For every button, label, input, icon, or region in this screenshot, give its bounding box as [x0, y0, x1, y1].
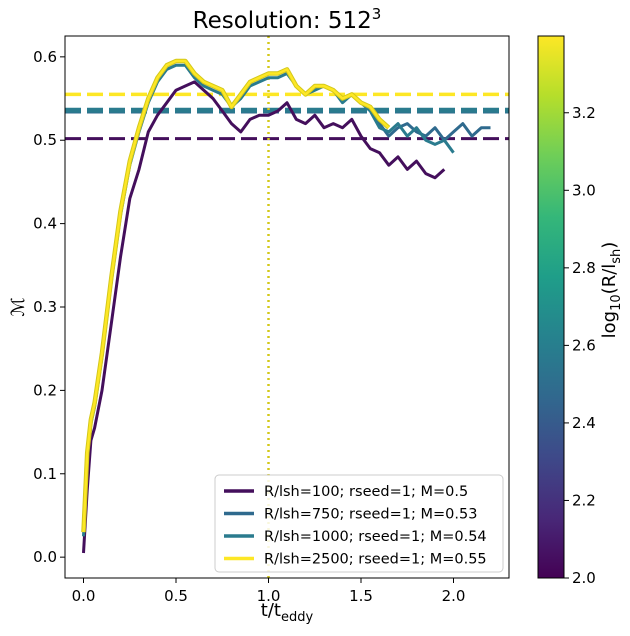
- x-tick-label: 0.5: [164, 587, 188, 605]
- x-axis-label: t/teddy: [261, 600, 314, 625]
- legend: R/lsh=100; rseed=1; M=0.5 R/lsh=750; rsee…: [214, 474, 504, 573]
- x-axis-label-subscript: eddy: [281, 610, 314, 625]
- x-tick-label: 1.5: [349, 587, 373, 605]
- chart-title-superscript: 3: [372, 5, 382, 23]
- colorbar-tick-label: 2.0: [572, 569, 596, 587]
- colorbar-label-main: log: [599, 311, 620, 338]
- series-line: [82, 59, 390, 533]
- colorbar-ticks-group: 2.0 2.2 2.4 2.6 2.8 3.0 3.2: [564, 104, 596, 587]
- colorbar-tick-label: 2.6: [572, 336, 596, 354]
- x-ticks-group: 0.0 0.5 1.0 1.5 2.0: [72, 578, 466, 605]
- legend-box: [214, 474, 504, 573]
- y-tick-label: 0.4: [33, 215, 57, 233]
- colorbar-label-subscript: 10: [609, 294, 624, 311]
- chart-title-main: Resolution: 512: [193, 8, 372, 34]
- y-tick-label: 0.6: [33, 48, 57, 66]
- colorbar-label-suffix-subscript: sh: [609, 249, 624, 264]
- x-tick-label: 1.0: [257, 587, 281, 605]
- y-tick-label: 0.3: [33, 298, 57, 316]
- x-tick-label: 2.0: [442, 587, 466, 605]
- legend-label: R/lsh=2500; rseed=1; M=0.55: [264, 552, 487, 568]
- colorbar: [537, 35, 565, 579]
- legend-label: R/lsh=750; rseed=1; M=0.53: [264, 507, 477, 523]
- chart-title: Resolution: 5123: [193, 5, 382, 34]
- colorbar-tick-label: 3.0: [572, 181, 596, 199]
- colorbar-label-close: ): [599, 242, 620, 249]
- y-ticks-group: 0.0 0.1 0.2 0.3 0.4 0.5 0.6: [33, 48, 65, 566]
- colorbar-label-suffix: (R/l: [599, 264, 620, 295]
- x-axis-label-main: t/t: [261, 600, 281, 621]
- colorbar-tick-label: 2.4: [572, 414, 596, 432]
- series-group: [81, 58, 491, 554]
- series-line: [82, 80, 446, 554]
- colorbar-tick-label: 2.8: [572, 259, 596, 277]
- y-tick-label: 0.1: [33, 465, 57, 483]
- colorbar-tick-label: 2.2: [572, 491, 596, 509]
- x-tick-label: 0.0: [72, 587, 96, 605]
- series-line: [369, 110, 491, 142]
- y-tick-label: 0.0: [33, 548, 57, 566]
- legend-label: R/lsh=100; rseed=1; M=0.5: [264, 484, 468, 500]
- colorbar-label: log10(R/lsh): [599, 242, 624, 339]
- legend-label: R/lsh=1000; rseed=1; M=0.54: [264, 529, 487, 545]
- y-axis-label: ℳ: [8, 297, 29, 316]
- colorbar-tick-label: 3.2: [572, 104, 596, 122]
- mean-lines-group: [65, 92, 509, 141]
- y-tick-label: 0.5: [33, 131, 57, 149]
- y-tick-label: 0.2: [33, 381, 57, 399]
